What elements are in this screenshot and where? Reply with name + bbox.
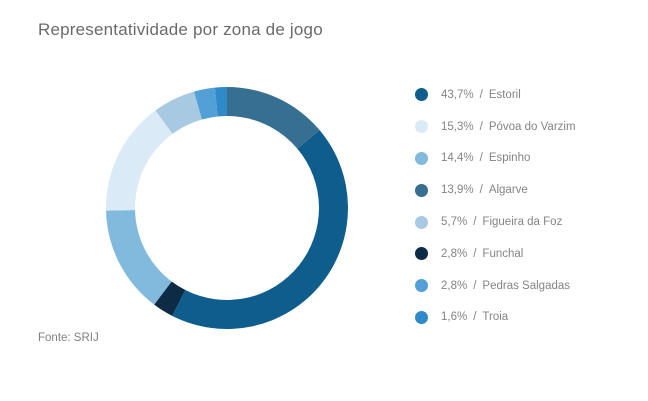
chart-legend: 43,7% / Estoril 15,3% / Póvoa do Varzim 14,4… <box>415 79 576 333</box>
legend-swatch-icon <box>415 279 428 293</box>
legend-label: 15,3% / Póvoa do Varzim <box>441 121 576 133</box>
legend-label: 14,4% / Espinho <box>441 152 530 164</box>
legend-swatch-icon <box>415 247 428 261</box>
donut-segment-algarve[interactable] <box>227 87 320 149</box>
legend-zone-name: Funchal <box>482 247 524 260</box>
donut-segment-povoa-do-varzim[interactable] <box>106 110 173 211</box>
legend-zone-name: Pedras Salgadas <box>482 279 571 292</box>
legend-percent: 1,6% <box>441 311 468 324</box>
legend-label: 43,7% / Estoril <box>441 89 521 101</box>
donut-segment-estoril[interactable] <box>172 130 348 329</box>
legend-separator: / <box>479 120 483 133</box>
legend-percent: 2,8% <box>441 279 468 292</box>
legend-item-espinho[interactable]: 14,4% / Espinho <box>415 143 576 175</box>
legend-zone-name: Figueira da Foz <box>482 216 563 229</box>
legend-zone-name: Troia <box>482 311 509 324</box>
legend-percent: 2,8% <box>441 247 468 260</box>
source-note: Fonte: SRIJ <box>38 332 99 344</box>
legend-swatch-icon <box>415 310 428 324</box>
legend-swatch-icon <box>415 88 428 102</box>
legend-swatch-icon <box>415 120 428 134</box>
legend-label: 2,8% / Funchal <box>441 248 523 260</box>
legend-percent: 43,7% <box>441 88 474 101</box>
legend-zone-name: Póvoa do Varzim <box>488 120 576 133</box>
legend-label: 1,6% / Troia <box>441 311 508 323</box>
legend-item-funchal[interactable]: 2,8% / Funchal <box>415 238 576 270</box>
chart-title: Representatividade por zona de jogo <box>38 20 323 39</box>
legend-separator: / <box>473 216 477 229</box>
legend-item-troia[interactable]: 1,6% / Troia <box>415 302 576 334</box>
legend-item-figueira-da-foz[interactable]: 5,7% / Figueira da Foz <box>415 206 576 238</box>
legend-swatch-icon <box>415 183 428 197</box>
legend-label: 5,7% / Figueira da Foz <box>441 216 562 228</box>
legend-separator: / <box>473 247 477 260</box>
donut-segment-figueira-da-foz[interactable] <box>155 91 202 134</box>
legend-item-pedras-salgadas[interactable]: 2,8% / Pedras Salgadas <box>415 270 576 302</box>
donut-segment-funchal[interactable] <box>154 281 186 316</box>
donut-segment-espinho[interactable] <box>106 210 172 305</box>
legend-percent: 15,3% <box>441 120 474 133</box>
legend-separator: / <box>479 88 483 101</box>
legend-separator: / <box>479 184 483 197</box>
legend-separator: / <box>473 279 477 292</box>
legend-label: 2,8% / Pedras Salgadas <box>441 280 570 292</box>
legend-item-povoa-do-varzim[interactable]: 15,3% / Póvoa do Varzim <box>415 111 576 143</box>
legend-zone-name: Espinho <box>488 152 531 165</box>
legend-label: 13,9% / Algarve <box>441 184 528 196</box>
legend-zone-name: Algarve <box>488 184 528 197</box>
donut-segment-troia[interactable] <box>214 87 227 117</box>
donut-segment-pedras-salgadas[interactable] <box>194 87 218 120</box>
legend-swatch-icon <box>415 215 428 229</box>
legend-percent: 5,7% <box>441 216 468 229</box>
legend-zone-name: Estoril <box>488 88 521 101</box>
legend-item-estoril[interactable]: 43,7% / Estoril <box>415 79 576 111</box>
legend-separator: / <box>473 311 477 324</box>
legend-percent: 13,9% <box>441 184 474 197</box>
legend-percent: 14,4% <box>441 152 474 165</box>
legend-item-algarve[interactable]: 13,9% / Algarve <box>415 174 576 206</box>
legend-swatch-icon <box>415 151 428 165</box>
legend-separator: / <box>479 152 483 165</box>
